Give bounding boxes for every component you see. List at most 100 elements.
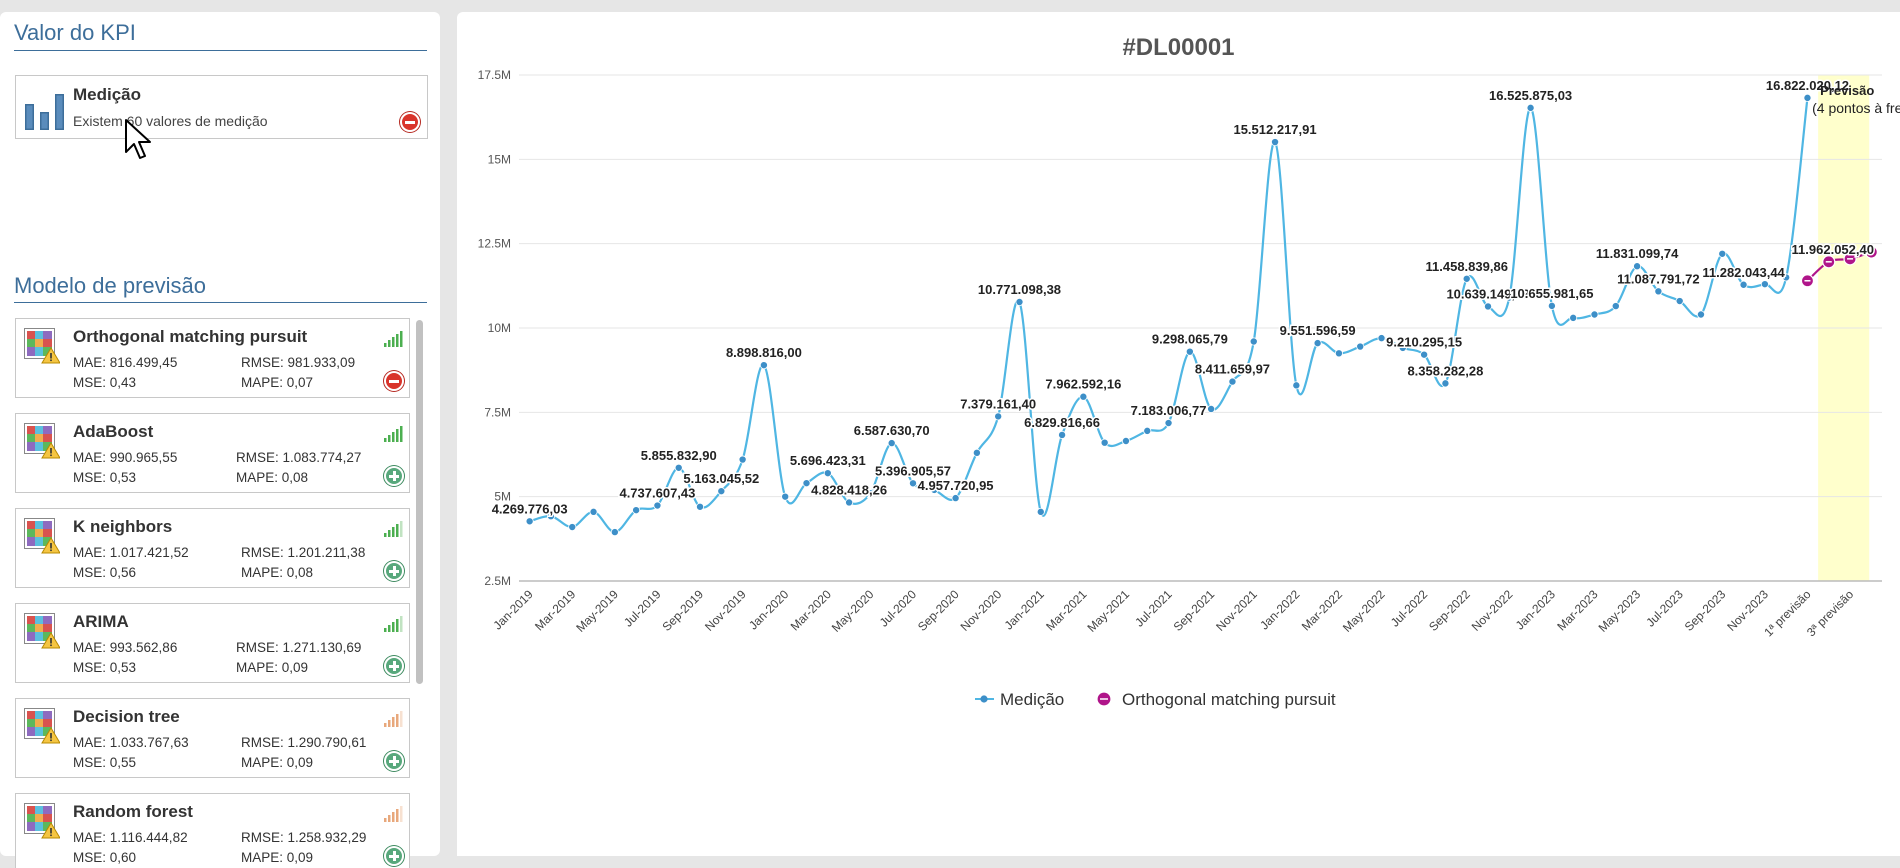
model-card[interactable]: Decision tree MAE: 1.033.767,63 RMSE: 1.29… — [15, 698, 410, 778]
data-label: 11.458.839,86 — [1426, 259, 1508, 274]
data-point-medicao — [1654, 287, 1663, 296]
model-mse: MSE: 0,56 — [73, 565, 137, 580]
y-tick-label: 17.5M — [478, 68, 511, 82]
left-panel: Valor do KPI Medição Existem 60 valores … — [0, 12, 440, 868]
model-mae: MAE: 990.965,55 — [73, 450, 178, 465]
data-point-medicao — [1121, 437, 1130, 446]
model-card[interactable]: Random forest MAE: 1.116.444,82 RMSE: 1.25… — [15, 793, 410, 868]
add-model-button[interactable] — [384, 561, 404, 581]
kpi-card[interactable]: Medição Existem 60 valores de medição — [15, 75, 428, 139]
data-point-medicao — [1334, 349, 1343, 358]
model-name: Random forest — [73, 802, 193, 821]
x-tick-label: Mar-2020 — [788, 587, 834, 633]
data-label: 5.163.045,52 — [683, 471, 759, 486]
data-label: 7.962.592,16 — [1045, 377, 1121, 392]
data-label: 11.831.099,74 — [1596, 246, 1679, 261]
data-point-medicao — [1292, 381, 1301, 390]
model-name: K neighbors — [73, 517, 173, 536]
model-name: ARIMA — [73, 612, 129, 631]
y-tick-label: 2.5M — [484, 574, 511, 588]
data-label: 5.696.423,31 — [790, 453, 866, 468]
remove-model-button[interactable] — [384, 371, 404, 391]
legend-label-medicao: Medição — [1000, 690, 1064, 709]
remove-kpi-button[interactable] — [400, 112, 420, 132]
x-tick-label: Sep-2022 — [1426, 587, 1473, 634]
model-rmse: RMSE: 1.258.932,29 — [241, 830, 367, 845]
data-point-medicao — [1249, 337, 1258, 346]
data-point-medicao — [1696, 310, 1705, 319]
signal-strength-icon — [384, 806, 403, 822]
data-label: 8.898.816,00 — [726, 345, 802, 360]
data-point-medicao — [1782, 273, 1791, 282]
model-rmse: RMSE: 1.290.790,61 — [241, 735, 367, 750]
data-point-medicao — [1185, 347, 1194, 356]
data-point-medicao — [1164, 419, 1173, 428]
model-mape: MAPE: 0,09 — [241, 850, 314, 865]
data-label: 9.551.596,59 — [1280, 323, 1356, 338]
data-label-forecast: 11.962.052,40 — [1792, 242, 1874, 257]
data-point-medicao — [1015, 297, 1024, 306]
data-label: 10.655.981,65 — [1510, 286, 1593, 301]
model-card[interactable]: ARIMA MAE: 993.562,86 RMSE: 1.271.130,69 MS… — [15, 603, 410, 683]
legend-label-forecast: Orthogonal matching pursuit — [1122, 690, 1336, 709]
data-point-medicao — [1590, 310, 1599, 319]
data-point-medicao — [1739, 280, 1748, 289]
signal-strength-icon — [384, 616, 403, 632]
data-point-medicao — [1526, 103, 1535, 112]
model-icon — [24, 613, 60, 649]
model-card[interactable]: K neighbors MAE: 1.017.421,52 RMSE: 1.201.… — [15, 508, 410, 588]
data-label: 6.587.630,70 — [854, 423, 930, 438]
y-tick-label: 5M — [494, 490, 511, 504]
data-point-medicao — [589, 507, 598, 516]
x-tick-label: Jan-2019 — [490, 587, 536, 633]
data-point-medicao — [1569, 313, 1578, 322]
model-mape: MAPE: 0,09 — [236, 660, 309, 675]
x-tick-label: Mar-2023 — [1554, 587, 1600, 633]
model-icon — [24, 328, 60, 364]
data-point-medicao — [1377, 334, 1386, 343]
model-rmse: RMSE: 1.083.774,27 — [236, 450, 362, 465]
data-point-medicao — [781, 492, 790, 501]
scrollbar-thumb[interactable] — [416, 320, 423, 684]
data-point-medicao — [1143, 426, 1152, 435]
add-model-button[interactable] — [384, 656, 404, 676]
data-label: 9.298.065,79 — [1152, 332, 1228, 347]
add-model-button[interactable] — [384, 466, 404, 486]
data-point-medicao — [1313, 339, 1322, 348]
data-point-medicao — [717, 487, 726, 496]
data-point-medicao — [1484, 302, 1493, 311]
model-card[interactable]: Orthogonal matching pursuit MAE: 816.499,… — [15, 318, 410, 398]
x-tick-label: Mar-2022 — [1299, 587, 1345, 633]
x-tick-label: Sep-2020 — [915, 587, 962, 634]
x-tick-label: Nov-2022 — [1469, 587, 1516, 634]
data-point-medicao — [1547, 301, 1556, 310]
data-point-medicao — [887, 439, 896, 448]
data-point-medicao — [1420, 350, 1429, 359]
data-label: 11.087.791,72 — [1617, 271, 1699, 286]
data-point-medicao — [1760, 280, 1769, 289]
data-point-medicao — [845, 498, 854, 507]
model-list[interactable]: Orthogonal matching pursuit MAE: 816.499,… — [15, 318, 410, 868]
add-model-button[interactable] — [384, 846, 404, 866]
model-name: Decision tree — [73, 707, 180, 726]
model-mape: MAPE: 0,09 — [241, 755, 314, 770]
model-rmse: RMSE: 981.933,09 — [241, 355, 356, 370]
add-model-button[interactable] — [384, 751, 404, 771]
data-point-medicao — [1058, 430, 1067, 439]
x-tick-label: May-2023 — [1596, 587, 1644, 635]
model-mape: MAPE: 0,08 — [236, 470, 309, 485]
kpi-card-subtitle: Existem 60 valores de medição — [73, 113, 268, 129]
model-card[interactable]: AdaBoost MAE: 990.965,55 RMSE: 1.083.774,2… — [15, 413, 410, 493]
x-tick-label: Jan-2023 — [1513, 587, 1559, 633]
x-tick-label: 3ª previsão — [1804, 587, 1856, 639]
data-label: 16.822.020,12 — [1766, 78, 1849, 93]
data-point-medicao — [972, 448, 981, 457]
data-label: 8.358.282,28 — [1407, 363, 1483, 378]
model-mae: MAE: 1.116.444,82 — [73, 830, 188, 845]
model-mae: MAE: 993.562,86 — [73, 640, 178, 655]
model-mse: MSE: 0,53 — [73, 470, 137, 485]
x-tick-label: May-2022 — [1340, 587, 1388, 635]
model-mae: MAE: 1.033.767,63 — [73, 735, 189, 750]
data-point-medicao — [1398, 343, 1407, 352]
model-rmse: RMSE: 1.271.130,69 — [236, 640, 362, 655]
